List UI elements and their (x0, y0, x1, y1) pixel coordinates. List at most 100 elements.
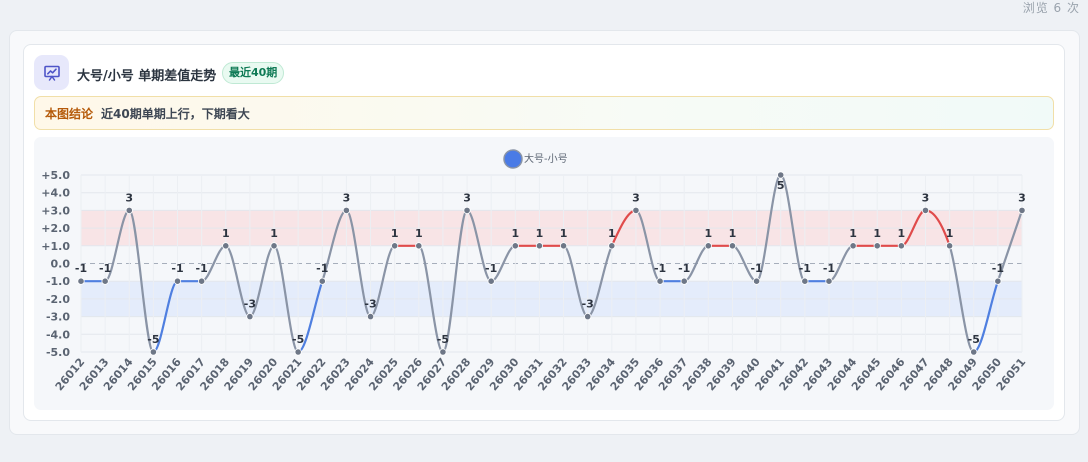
data-label: 1 (415, 227, 423, 240)
chart-title: 大号/小号 单期差值走势 (77, 69, 217, 84)
data-label: 1 (511, 227, 519, 240)
conclusion-label: 本图结论 (45, 106, 94, 121)
data-label: 1 (536, 227, 544, 240)
series-segment (345, 209, 372, 318)
data-point (463, 206, 471, 214)
y-tick-label: -3.0 (46, 311, 70, 324)
data-label: 3 (922, 191, 930, 204)
data-label: -1 (316, 262, 328, 275)
data-label: -1 (799, 262, 811, 275)
data-point (825, 277, 833, 285)
data-point (608, 242, 616, 250)
data-label: -1 (654, 262, 666, 275)
conclusion-text: 近40期单期上行，下期看大 (101, 106, 250, 121)
data-point (656, 277, 664, 285)
y-tick-label: +5.0 (41, 169, 70, 182)
data-label: 1 (560, 227, 568, 240)
data-point (946, 242, 954, 250)
data-label: 1 (270, 227, 278, 240)
data-point (198, 277, 206, 285)
series-segment (996, 209, 1024, 283)
data-point (246, 312, 254, 321)
y-tick-label: +1.0 (41, 240, 70, 253)
data-label: 1 (873, 227, 881, 240)
data-label: 1 (705, 227, 713, 240)
data-label: -5 (968, 333, 980, 346)
legend-marker[interactable] (503, 149, 523, 169)
data-point (149, 348, 157, 356)
data-point (391, 242, 399, 250)
data-point (535, 242, 544, 250)
data-point (559, 242, 568, 250)
data-point (101, 277, 109, 285)
data-point (632, 206, 640, 214)
data-label: -3 (582, 298, 594, 311)
data-point (752, 277, 761, 285)
y-tick-label: +4.0 (41, 187, 70, 200)
data-label: -3 (364, 298, 376, 311)
data-point (318, 277, 326, 285)
data-point (849, 242, 857, 250)
data-point (994, 277, 1002, 285)
y-tick-label: -4.0 (46, 328, 70, 341)
data-point (1018, 206, 1026, 214)
data-label: 1 (898, 227, 906, 240)
data-label: 3 (632, 191, 640, 204)
data-label: -1 (750, 262, 762, 275)
series-segment (272, 244, 300, 354)
data-point (487, 277, 495, 285)
series-segment (779, 173, 806, 283)
data-point (125, 206, 133, 214)
y-tick-label: -5.0 (46, 346, 70, 359)
data-point (342, 206, 351, 214)
data-label: 3 (125, 191, 133, 204)
chart-presentation-icon (34, 55, 69, 90)
data-point (222, 242, 230, 250)
y-tick-label: 0.0 (51, 258, 71, 271)
data-label: 1 (391, 227, 399, 240)
data-point (439, 348, 447, 356)
data-label: -1 (992, 262, 1004, 275)
data-point (173, 277, 182, 285)
data-point (970, 348, 978, 356)
data-point (704, 242, 712, 250)
y-tick-label: +3.0 (41, 204, 70, 217)
period-badge: 最近40期 (222, 62, 285, 84)
y-tick-label: +2.0 (41, 222, 70, 235)
data-label: 3 (463, 191, 471, 204)
data-point (680, 277, 688, 285)
data-label: 1 (729, 227, 737, 240)
data-point (415, 242, 423, 250)
data-point (728, 242, 737, 250)
data-label: -1 (99, 262, 111, 275)
data-label: -1 (823, 262, 835, 275)
data-label: -5 (147, 333, 159, 346)
conclusion-banner: 本图结论 近40期单期上行，下期看大 (34, 96, 1054, 130)
series-segment (755, 173, 782, 283)
series-segment (128, 209, 155, 354)
data-label: -1 (485, 262, 497, 275)
data-label: 1 (222, 227, 230, 240)
view-count: 浏览 6 次 (1022, 1, 1080, 15)
legend-label[interactable]: 大号-小号 (524, 152, 568, 165)
data-point (873, 242, 881, 250)
data-point (366, 312, 375, 321)
data-point (801, 277, 809, 285)
data-label: -3 (244, 298, 256, 311)
data-label: 3 (343, 191, 351, 204)
data-label: 1 (849, 227, 857, 240)
data-label: -1 (678, 262, 690, 275)
data-label: 5 (777, 179, 785, 192)
data-label: 1 (946, 227, 954, 240)
series-segment (417, 244, 445, 354)
data-label: -1 (171, 262, 183, 275)
data-point (584, 312, 592, 321)
series-segment (441, 209, 469, 354)
data-point (294, 348, 302, 356)
data-label: 3 (1018, 191, 1026, 204)
data-point (77, 277, 85, 285)
data-point (921, 206, 930, 214)
chart-panel (34, 137, 1054, 410)
data-point (270, 242, 278, 250)
